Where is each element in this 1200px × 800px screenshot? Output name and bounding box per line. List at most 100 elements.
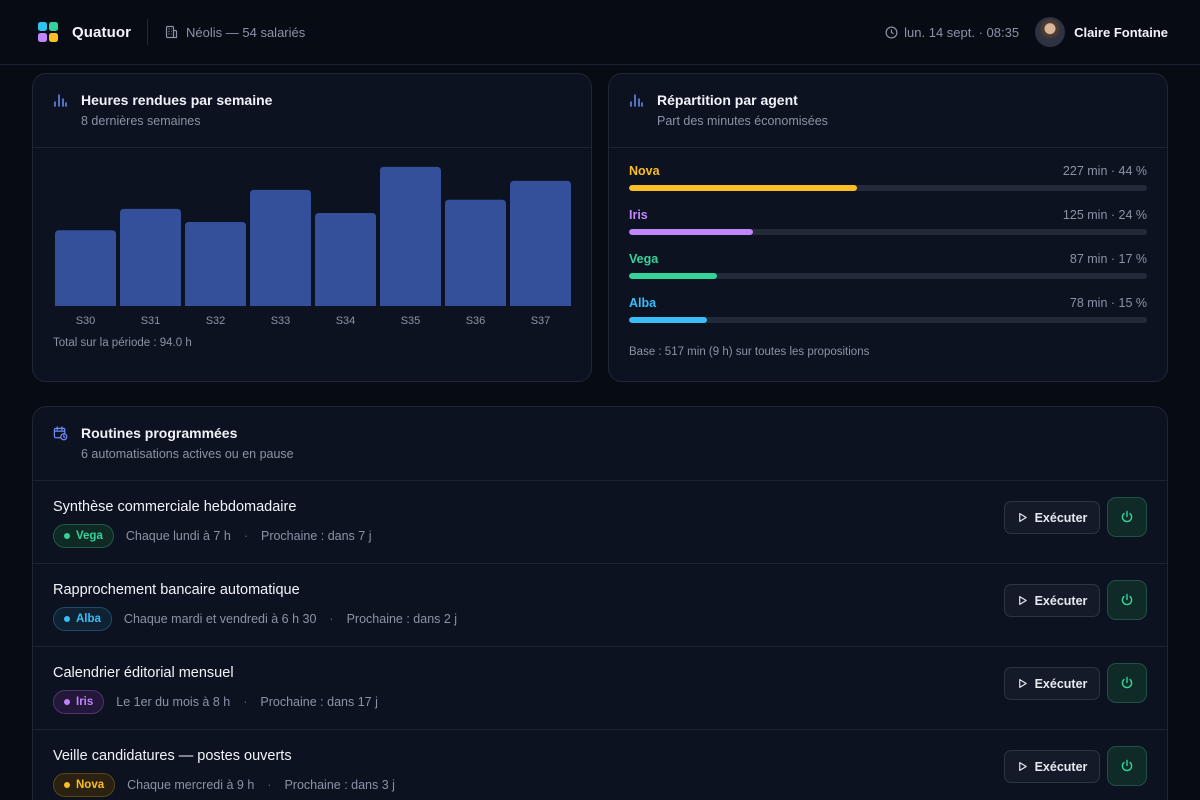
run-button[interactable]: Exécuter: [1004, 667, 1100, 700]
calendar-clock-icon: [53, 426, 68, 441]
avatar[interactable]: [1035, 17, 1066, 47]
play-icon: [1018, 596, 1027, 605]
card-subtitle: 8 dernières semaines: [81, 114, 201, 128]
routine-title: Veille candidatures — postes ouverts: [53, 748, 292, 764]
building-icon: [165, 25, 178, 39]
routine-title: Calendrier éditorial mensuel: [53, 665, 234, 681]
power-toggle-button[interactable]: [1107, 746, 1147, 786]
x-tick-label: S33: [271, 315, 291, 327]
card-header: Heures rendues par semaine 8 dernières s…: [33, 74, 591, 148]
share-fill: [629, 185, 857, 191]
scheduled-routines-card: Routines programmées 6 automatisations a…: [32, 406, 1168, 800]
bar-S32[interactable]: [185, 222, 246, 306]
card-subtitle: Part des minutes économisées: [657, 114, 828, 128]
app-logo[interactable]: [38, 22, 58, 42]
card-title: Répartition par agent: [657, 92, 798, 108]
bar-chart-icon: [54, 94, 67, 107]
routine-schedule: Chaque mercredi à 9 h: [127, 778, 255, 792]
routine-next-run: Prochaine : dans 3 j: [284, 778, 395, 792]
agent-value: 125 min · 24 %: [1062, 208, 1147, 222]
agent-row-vega: Vega 87 min · 17 %: [629, 252, 1147, 279]
bar-S30[interactable]: [55, 230, 116, 306]
agent-chip: Iris: [53, 690, 105, 714]
run-button[interactable]: Exécuter: [1004, 750, 1100, 783]
bar-chart-icon: [630, 94, 643, 107]
routine-row: Veille candidatures — postes ouverts Nov…: [33, 730, 1167, 800]
run-button-label: Exécuter: [1034, 593, 1088, 608]
agent-dot: [64, 616, 70, 622]
datetime-label: lun. 14 sept. · 08:35: [904, 24, 1020, 40]
clock-icon: [885, 26, 898, 38]
x-tick-label: S34: [336, 315, 356, 327]
agent-dot: [64, 533, 70, 539]
share-fill: [629, 273, 718, 279]
agent-row-alba: Alba 78 min · 15 %: [629, 296, 1147, 323]
play-icon: [1018, 513, 1027, 522]
power-icon: [1121, 510, 1133, 523]
bar-S31[interactable]: [120, 208, 181, 306]
separator-dot: ·: [243, 529, 248, 543]
agent-distribution-card: Répartition par agent Part des minutes é…: [608, 73, 1168, 382]
share-fill: [629, 229, 754, 235]
bar-S35[interactable]: [380, 166, 441, 306]
routine-next-run: Prochaine : dans 2 j: [346, 612, 458, 626]
x-tick-label: S32: [206, 315, 226, 327]
top-bar: Quatuor Néolis — 54 salariés lun. 14 sep…: [0, 0, 1200, 65]
current-datetime: lun. 14 sept. · 08:35: [885, 25, 1019, 40]
hours-bar-chart: S30 S31 S32 S33 S34 S35 S36 S37: [55, 166, 571, 327]
run-button-label: Exécuter: [1034, 676, 1088, 691]
routine-next-run: Prochaine : dans 7 j: [260, 529, 372, 543]
chart-total: Total sur la période : 94.0 h: [53, 337, 192, 349]
power-icon: [1121, 676, 1133, 689]
separator-dot: ·: [267, 778, 272, 792]
run-button[interactable]: Exécuter: [1004, 501, 1100, 534]
share-track: [629, 229, 1147, 235]
routine-schedule: Chaque lundi à 7 h: [125, 529, 231, 543]
power-toggle-button[interactable]: [1107, 580, 1147, 620]
routine-title: Rapprochement bancaire automatique: [53, 582, 300, 598]
card-title: Routines programmées: [81, 425, 238, 441]
agent-dot: [64, 699, 70, 705]
run-button-label: Exécuter: [1034, 510, 1088, 525]
user-name[interactable]: Claire Fontaine: [1074, 24, 1168, 40]
share-fill: [629, 317, 707, 323]
share-track: [629, 317, 1147, 323]
bar-S37[interactable]: [510, 180, 571, 306]
agents-base-note: Base : 517 min (9 h) sur toutes les prop…: [629, 346, 870, 358]
card-title: Heures rendues par semaine: [81, 92, 273, 108]
x-tick-label: S36: [466, 315, 486, 327]
power-icon: [1121, 759, 1133, 772]
agent-chip-label: Nova: [76, 779, 105, 791]
bar-S33[interactable]: [250, 189, 311, 306]
routine-schedule: Le 1er du mois à 8 h: [116, 695, 231, 709]
separator-dot: ·: [329, 612, 334, 626]
x-tick-label: S35: [401, 315, 421, 327]
routine-row: Synthèse commerciale hebdomadaire Vega C…: [33, 481, 1167, 564]
agent-dot: [64, 782, 70, 788]
agent-name: Alba: [629, 296, 657, 310]
routine-next-run: Prochaine : dans 17 j: [260, 695, 378, 709]
brand-name: Quatuor: [72, 23, 132, 41]
separator-dot: ·: [243, 695, 248, 709]
bar-S36[interactable]: [445, 199, 506, 306]
agent-row-nova: Nova 227 min · 44 %: [629, 164, 1147, 191]
run-button[interactable]: Exécuter: [1004, 584, 1100, 617]
x-tick-label: S37: [531, 315, 551, 327]
logo-tile: [49, 22, 58, 31]
power-toggle-button[interactable]: [1107, 497, 1147, 537]
agent-chip-label: Iris: [76, 696, 94, 708]
share-track: [629, 273, 1147, 279]
power-icon: [1121, 593, 1133, 606]
agent-value: 87 min · 17 %: [1069, 252, 1147, 266]
agent-chip: Vega: [53, 524, 114, 548]
agent-value: 227 min · 44 %: [1062, 164, 1147, 178]
play-icon: [1018, 679, 1027, 688]
hours-per-week-card: Heures rendues par semaine 8 dernières s…: [32, 73, 592, 382]
play-icon: [1018, 762, 1027, 771]
card-header: Répartition par agent Part des minutes é…: [609, 74, 1167, 148]
agent-chip-label: Alba: [76, 613, 101, 625]
power-toggle-button[interactable]: [1107, 663, 1147, 703]
share-track: [629, 185, 1147, 191]
bar-S34[interactable]: [315, 212, 376, 306]
x-tick-label: S31: [141, 315, 161, 327]
